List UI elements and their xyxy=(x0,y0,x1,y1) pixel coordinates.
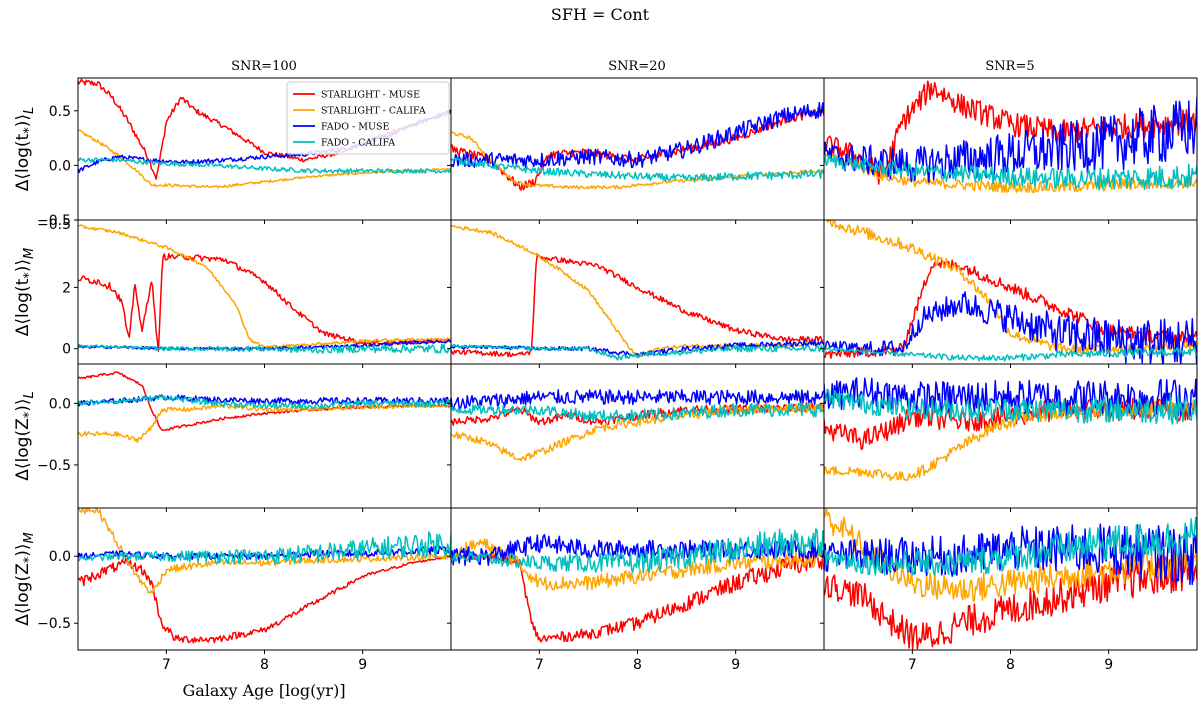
series-line-starlight-muse xyxy=(824,80,1197,185)
x-axis-label: Galaxy Age [log(yr)] xyxy=(182,681,345,700)
legend-entry-starlight-muse: STARLIGHT - MUSE xyxy=(321,90,420,101)
panel-frame xyxy=(450,363,825,509)
x-tick-label: 9 xyxy=(1104,657,1113,673)
series-line-starlight-muse xyxy=(451,254,824,358)
series-line-fado-califa xyxy=(78,157,451,174)
series-line-fado-califa xyxy=(451,402,824,422)
series-line-starlight-muse xyxy=(78,555,451,644)
x-tick-label: 9 xyxy=(731,657,740,673)
y-axis-label: Δ⟨log(Z*)⟩M xyxy=(13,532,37,625)
series-line-starlight-califa xyxy=(78,128,451,189)
series-line-fado-califa xyxy=(451,157,824,183)
series-line-starlight-muse xyxy=(78,252,451,352)
legend-entry-fado-muse: FADO - MUSE xyxy=(321,122,390,133)
y-tick-label: −0.5 xyxy=(37,458,71,474)
panel-plot-area xyxy=(451,389,824,462)
column-title-snr100: SNR=100 xyxy=(231,59,297,74)
y-axis-label: Δ⟨log(Z*)⟩L xyxy=(13,391,37,480)
y-tick-label: 0 xyxy=(62,342,71,358)
x-tick-label: 7 xyxy=(908,657,917,673)
y-tick-label: 0.0 xyxy=(49,549,71,565)
panel-frame xyxy=(450,77,825,221)
y-axis-label: Δ⟨log(t*)⟩L xyxy=(13,107,37,192)
panel-plot-area xyxy=(78,224,451,354)
x-tick-label: 9 xyxy=(358,657,367,673)
series-line-fado-califa xyxy=(824,154,1197,191)
series-line-fado-muse xyxy=(451,101,824,169)
panel-plot-area xyxy=(824,80,1197,194)
legend-entry-starlight-califa: STARLIGHT - CALIFA xyxy=(321,106,426,117)
y-tick-label-top: −0.5 xyxy=(37,217,71,233)
legend-box xyxy=(286,81,450,155)
series-line-fado-califa xyxy=(78,343,451,354)
series-line-starlight-califa xyxy=(78,508,451,594)
panel-frame xyxy=(823,363,1198,509)
panel-plot-area xyxy=(824,508,1197,650)
y-tick-label: −0.5 xyxy=(37,616,71,632)
x-tick-label: 7 xyxy=(535,657,544,673)
panel-plot-area xyxy=(451,101,824,191)
series-line-fado-califa xyxy=(78,394,451,410)
x-tick-label: 8 xyxy=(1006,657,1015,673)
panel-plot-area xyxy=(824,220,1197,364)
y-tick-label: −0.5 xyxy=(37,213,71,229)
series-line-fado-califa xyxy=(451,528,824,574)
panel-plot-area xyxy=(824,377,1197,482)
series-line-fado-califa xyxy=(824,346,1197,362)
panel-plot-area xyxy=(451,528,824,643)
series-line-fado-califa xyxy=(824,516,1197,577)
series-line-fado-califa xyxy=(451,343,824,361)
y-tick-label: 0.0 xyxy=(49,158,71,174)
column-title-snr20: SNR=20 xyxy=(608,59,666,74)
y-axis-label: Δ⟨log(t*)⟩M xyxy=(13,248,37,336)
x-tick-label: 8 xyxy=(633,657,642,673)
chart-title: SFH = Cont xyxy=(551,5,650,24)
series-line-starlight-muse xyxy=(451,549,824,643)
series-line-starlight-califa xyxy=(78,403,451,443)
series-line-starlight-califa xyxy=(451,224,824,359)
panel-frame xyxy=(77,363,452,509)
series-line-fado-califa xyxy=(78,531,451,565)
series-line-fado-muse xyxy=(451,389,824,412)
x-tick-label: 7 xyxy=(162,657,171,673)
series-line-fado-muse xyxy=(824,523,1197,586)
y-tick-label: 0.5 xyxy=(49,104,71,120)
series-line-fado-muse xyxy=(824,96,1197,183)
series-line-starlight-califa xyxy=(78,224,451,349)
series-line-starlight-muse xyxy=(824,554,1197,650)
panel-plot-area xyxy=(451,224,824,361)
panel-plot-area xyxy=(78,508,451,644)
y-tick-label: 2 xyxy=(62,280,71,296)
column-title-snr5: SNR=5 xyxy=(985,59,1034,74)
panel-plot-area xyxy=(78,371,451,443)
y-tick-label: 0.0 xyxy=(49,396,71,412)
legend-entry-fado-califa: FADO - CALIFA xyxy=(321,138,395,149)
x-tick-label: 8 xyxy=(260,657,269,673)
series-line-fado-califa xyxy=(824,389,1197,425)
